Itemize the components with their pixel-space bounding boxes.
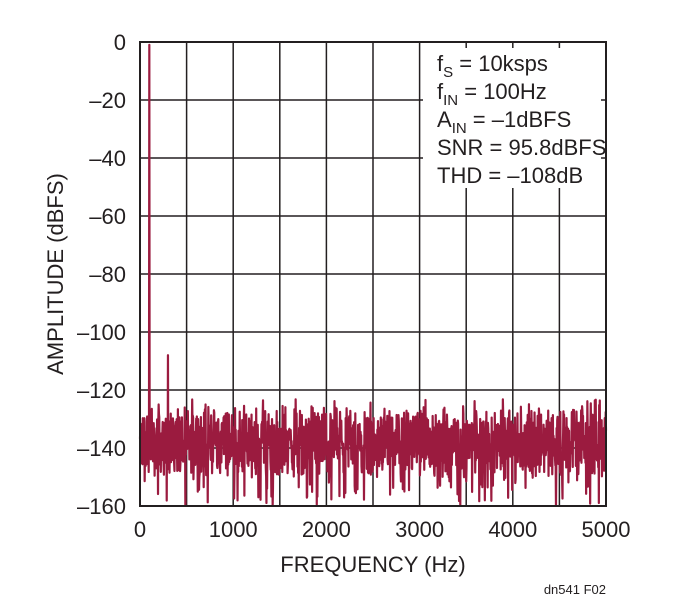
x-tick-label: 3000 (395, 517, 444, 542)
x-axis-title: FREQUENCY (Hz) (280, 552, 465, 577)
y-tick-label: –40 (89, 146, 126, 171)
annotation-box (423, 48, 601, 188)
plot-frame (139, 41, 607, 507)
x-tick-label: 4000 (488, 517, 537, 542)
spectrum-trace (138, 43, 608, 508)
y-tick-label: –160 (77, 494, 126, 519)
annotation-line: fIN = 100Hz (437, 79, 547, 109)
spectrum-line (138, 43, 608, 508)
annotation-line: fS = 10ksps (437, 51, 548, 81)
y-tick-label: 0 (114, 30, 126, 55)
x-tick-label: 2000 (302, 517, 351, 542)
y-tick-label: –80 (89, 262, 126, 287)
annotation-line: SNR = 95.8dBFS (437, 135, 606, 160)
annotation-line: THD = –108dB (437, 163, 583, 188)
grid-lines (140, 42, 606, 506)
annotation-line: AIN = –1dBFS (437, 107, 571, 137)
x-tick-labels: 0 1000 2000 3000 4000 5000 (134, 517, 631, 542)
y-tick-label: –60 (89, 204, 126, 229)
y-tick-label: –20 (89, 88, 126, 113)
x-tick-label: 5000 (582, 517, 631, 542)
y-tick-label: –100 (77, 320, 126, 345)
y-tick-labels: 0 –20 –40 –60 –80 –100 –120 –140 –160 (77, 30, 126, 519)
x-tick-label: 1000 (209, 517, 258, 542)
y-tick-label: –140 (77, 436, 126, 461)
y-axis-title: AMPLITUDE (dBFS) (43, 173, 68, 375)
y-tick-label: –120 (77, 378, 126, 403)
x-tick-label: 0 (134, 517, 146, 542)
figure-id: dn541 F02 (544, 582, 606, 597)
